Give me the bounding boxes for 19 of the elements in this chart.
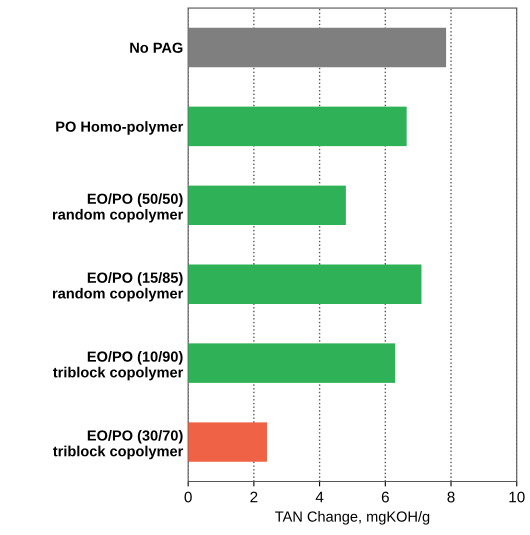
y-tick-label: No PAG (130, 42, 182, 53)
bar (188, 106, 407, 146)
x-tick-label: 0 (184, 492, 192, 502)
bar (188, 28, 446, 68)
x-tick-label: 6 (382, 492, 389, 502)
y-tick-label: EO/PO (10/90) triblock copolymer (53, 351, 184, 380)
bar (188, 186, 346, 226)
x-tick-label: 2 (250, 492, 258, 502)
x-tick-label: 4 (316, 492, 324, 502)
bar (188, 343, 396, 383)
y-tick-label: EO/PO (50/50) random copolymer (52, 193, 184, 223)
bar (188, 264, 422, 304)
bar (188, 422, 268, 462)
y-tick-label: EO/PO (15/85) random copolymer (52, 272, 184, 302)
x-tick-label: 8 (447, 492, 455, 502)
x-axis-title: TAN Change, mgKOH/g (275, 511, 430, 525)
y-tick-label: EO/PO (30/70) triblock copolymer (53, 430, 184, 460)
y-tick-label: PO Homo-polymer (56, 121, 184, 135)
x-tick-label: 10 (509, 492, 525, 502)
